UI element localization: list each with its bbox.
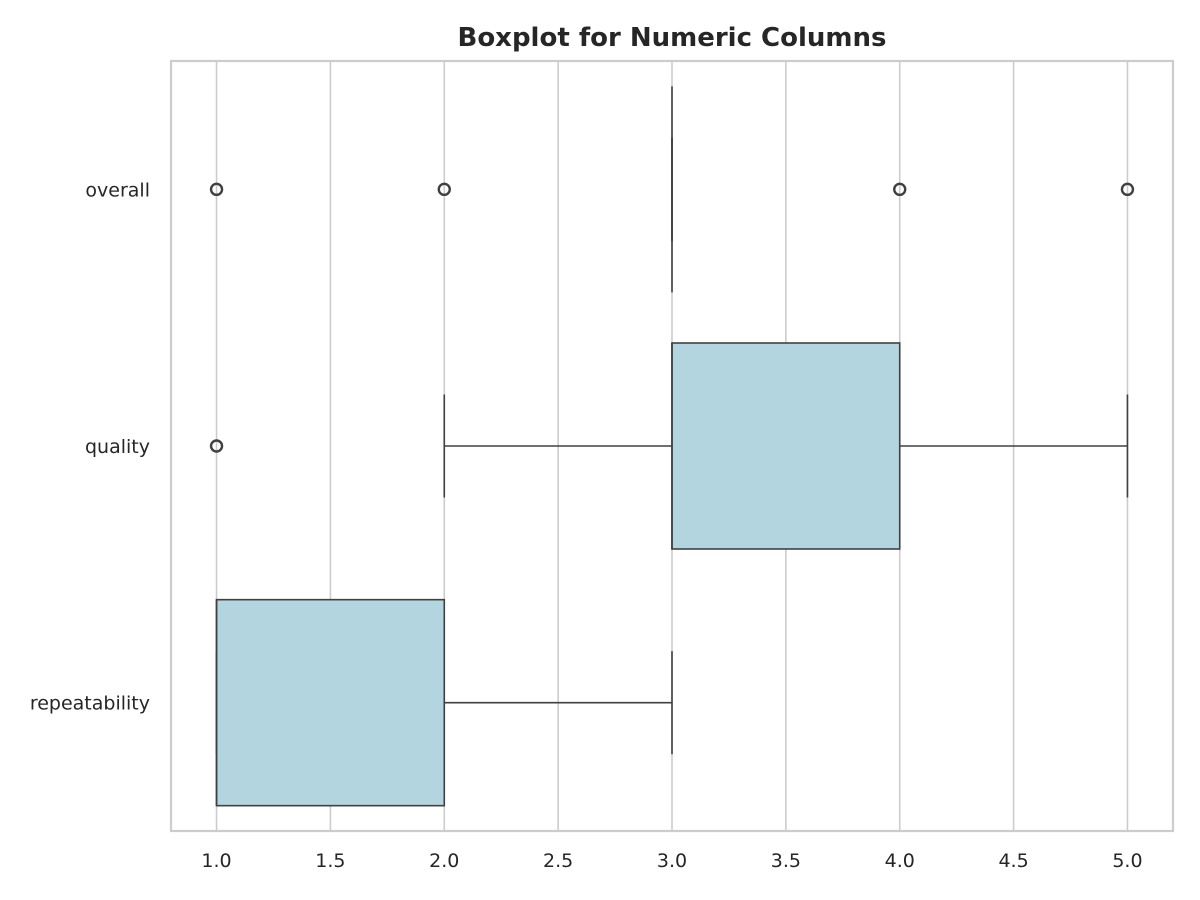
y-tick-label-repeatability: repeatability bbox=[30, 693, 150, 715]
x-tick-label: 4.5 bbox=[998, 850, 1028, 872]
x-tick-label: 1.5 bbox=[315, 850, 345, 872]
outlier-point bbox=[209, 182, 224, 197]
x-tick-label: 2.5 bbox=[543, 850, 573, 872]
chart-title: Boxplot for Numeric Columns bbox=[458, 23, 887, 53]
plot-frame bbox=[169, 59, 1175, 833]
box-layer bbox=[209, 86, 1135, 807]
x-tick-label: 5.0 bbox=[1112, 850, 1142, 872]
x-tick-label: 3.0 bbox=[657, 850, 687, 872]
box-iqr bbox=[671, 342, 901, 550]
x-tick-label: 2.0 bbox=[429, 850, 459, 872]
box-group-quality bbox=[209, 342, 1129, 550]
x-tick-label: 1.0 bbox=[201, 850, 231, 872]
outlier-point bbox=[893, 182, 907, 197]
box-group-repeatability bbox=[215, 598, 673, 807]
tick-layer: 1.0 1.5 2.0 2.5 3.0 3.5 4.0 4.5 5.0 overall qualit… bbox=[30, 179, 1143, 872]
y-tick-label-overall: overall bbox=[85, 179, 150, 201]
x-tick-label: 4.0 bbox=[885, 850, 915, 872]
box-group-overall bbox=[209, 86, 1135, 293]
x-tick-label: 3.5 bbox=[771, 850, 801, 872]
y-tick-label-quality: quality bbox=[85, 436, 150, 458]
outlier-point bbox=[1120, 182, 1135, 197]
box-iqr bbox=[215, 598, 446, 807]
outlier-point bbox=[209, 439, 224, 453]
outlier-point bbox=[437, 182, 451, 197]
